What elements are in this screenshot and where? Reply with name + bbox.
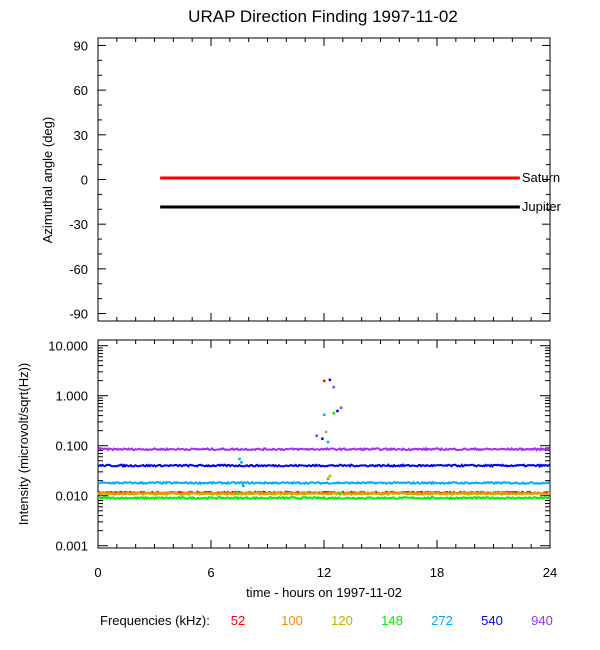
time-x-tick-label: 0 [94, 565, 101, 580]
legend-item-100: 100 [281, 613, 303, 628]
intensity-y-tick-label: 0.001 [55, 539, 88, 554]
azimuth-y-tick-label: -30 [69, 217, 88, 232]
intensity-y-tick-label: 10.000 [48, 339, 88, 354]
burst-point [321, 437, 324, 440]
time-x-tick-label: 18 [430, 565, 444, 580]
jupiter-label: Jupiter [522, 199, 562, 214]
azimuth-y-tick-label: 60 [74, 83, 88, 98]
legend-item-52: 52 [231, 613, 245, 628]
burst-point [326, 440, 330, 444]
azimuth-y-tick-label: -90 [69, 307, 88, 322]
legend-item-272: 272 [431, 613, 453, 628]
intensity-y-tick-label: 0.010 [55, 489, 88, 504]
legend-items: 52 100 120 148 272 540 940 [231, 613, 553, 628]
time-x-tick-label: 24 [543, 565, 557, 580]
burst-point [328, 474, 332, 478]
azimuth-y-tick-label: 90 [74, 38, 88, 53]
time-x-tick-label: 12 [317, 565, 331, 580]
azimuth-y-axis-label: Azimuthal angle (deg) [40, 117, 55, 243]
legend-item-540: 540 [481, 613, 503, 628]
burst-point [332, 412, 335, 415]
legend-item-148: 148 [381, 613, 403, 628]
burst-point [323, 379, 326, 383]
saturn-label: Saturn [522, 170, 560, 185]
legend-item-940: 940 [531, 613, 553, 628]
chart-title: URAP Direction Finding 1997-11-02 [188, 7, 458, 26]
burst-point [315, 434, 318, 437]
burst-point [328, 378, 332, 382]
burst-point [336, 409, 339, 413]
azimuth-series: Saturn Jupiter [160, 170, 562, 214]
series-540-khz [97, 463, 551, 469]
series-272-khz [97, 480, 551, 486]
intensity-panel: 10.000 1.000 0.100 0.010 0.001 0 6 12 18 24 Inten… [16, 339, 557, 600]
series-120-khz [97, 491, 551, 497]
time-x-axis-label: time - hours on 1997-11-02 [246, 585, 402, 600]
burst-point [339, 406, 343, 410]
burst-point [238, 457, 241, 461]
legend-item-120: 120 [331, 613, 353, 628]
azimuth-y-tick-label: -60 [69, 262, 88, 277]
intensity-ticks: 10.000 1.000 0.100 0.010 0.001 0 6 12 18 24 [48, 339, 557, 580]
azimuth-panel: 90 60 30 0 -30 -60 -90 Saturn Jupiter Azimuthal… [40, 37, 562, 322]
legend-title: Frequencies (kHz): [100, 613, 210, 628]
frequency-legend: Frequencies (kHz): 52 100 120 148 272 540 940 [100, 613, 553, 628]
intensity-plot-frame [97, 339, 551, 549]
burst-point [338, 491, 341, 495]
burst-point [323, 413, 326, 417]
intensity-y-tick-label: 0.100 [55, 439, 88, 454]
azimuth-y-tick-label: 0 [81, 173, 88, 188]
burst-point [242, 484, 245, 488]
series-148-khz [97, 495, 551, 501]
time-x-tick-label: 6 [207, 565, 214, 580]
burst-point [236, 490, 239, 494]
burst-point [326, 477, 330, 481]
azimuth-y-tick-label: 30 [74, 128, 88, 143]
burst-point [332, 385, 335, 389]
intensity-series [97, 378, 551, 501]
burst-point [324, 430, 328, 434]
series-940-khz [97, 446, 551, 452]
intensity-y-tick-label: 1.000 [55, 389, 88, 404]
intensity-y-axis-label: Intensity (microvolt/sqrt(Hz)) [16, 363, 31, 526]
azimuth-ticks: 90 60 30 0 -30 -60 -90 [69, 38, 551, 322]
burst-point [240, 461, 243, 464]
